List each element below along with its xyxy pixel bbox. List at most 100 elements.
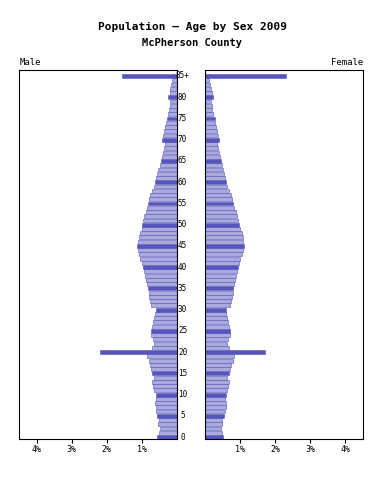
Bar [205, 363, 231, 367]
Bar [205, 431, 222, 435]
Text: 15: 15 [178, 369, 187, 378]
Bar [205, 321, 228, 324]
Bar [205, 214, 237, 218]
Bar [205, 99, 211, 103]
Bar [205, 295, 232, 299]
Bar [205, 409, 225, 413]
Bar [147, 206, 177, 210]
Bar [205, 151, 219, 155]
Bar [205, 108, 212, 112]
Bar [159, 431, 177, 435]
Bar [205, 125, 216, 129]
Bar [166, 142, 177, 146]
Bar [143, 218, 177, 222]
Bar [149, 197, 177, 201]
Bar [151, 367, 177, 371]
Bar [157, 172, 177, 176]
Text: 10: 10 [178, 390, 187, 399]
Bar [159, 422, 177, 426]
Bar [155, 312, 177, 316]
Bar [170, 104, 177, 108]
Bar [205, 180, 227, 184]
Bar [205, 121, 215, 125]
Bar [205, 138, 219, 142]
Bar [149, 359, 177, 362]
Bar [142, 227, 177, 231]
Bar [172, 78, 177, 82]
Bar [156, 406, 177, 409]
Bar [205, 202, 233, 205]
Bar [205, 299, 231, 303]
Bar [205, 155, 220, 158]
Bar [205, 414, 223, 418]
Bar [205, 274, 236, 277]
Bar [205, 223, 239, 227]
Bar [205, 104, 212, 108]
Bar [166, 121, 177, 125]
Bar [147, 282, 177, 286]
Bar [170, 87, 177, 91]
Bar [156, 397, 177, 401]
Bar [170, 91, 177, 95]
Bar [152, 380, 177, 384]
Bar [205, 261, 239, 265]
Bar [205, 87, 211, 91]
Bar [161, 159, 177, 163]
Bar [205, 342, 227, 346]
Text: McPherson County: McPherson County [142, 38, 242, 48]
Bar [205, 333, 230, 337]
Bar [205, 435, 223, 439]
Text: 20: 20 [178, 348, 187, 357]
Bar [205, 401, 227, 405]
Bar [205, 184, 227, 188]
Bar [149, 291, 177, 295]
Bar [205, 291, 233, 295]
Bar [205, 74, 286, 78]
Bar [205, 350, 265, 354]
Bar [205, 231, 242, 235]
Bar [205, 393, 226, 396]
Bar [154, 316, 177, 320]
Bar [205, 397, 225, 401]
Bar [205, 406, 226, 409]
Text: 55: 55 [178, 199, 187, 208]
Bar [205, 316, 227, 320]
Bar [146, 278, 177, 282]
Bar [205, 236, 243, 240]
Bar [147, 354, 177, 358]
Text: 80: 80 [178, 93, 187, 102]
Bar [155, 401, 177, 405]
Bar [205, 308, 226, 312]
Bar [205, 248, 243, 252]
Bar [205, 244, 244, 248]
Bar [142, 261, 177, 265]
Bar [205, 83, 210, 86]
Bar [205, 78, 209, 82]
Bar [205, 303, 230, 307]
Bar [156, 409, 177, 413]
Bar [137, 244, 177, 248]
Text: 45: 45 [178, 241, 187, 251]
Bar [205, 210, 235, 214]
Bar [205, 372, 229, 375]
Bar [205, 367, 230, 371]
Bar [205, 376, 227, 380]
Bar [205, 142, 217, 146]
Bar [152, 324, 177, 328]
Text: Population — Age by Sex 2009: Population — Age by Sex 2009 [98, 22, 286, 32]
Bar [152, 189, 177, 192]
Bar [205, 189, 229, 192]
Bar [205, 193, 231, 197]
Bar [205, 257, 240, 261]
Bar [151, 329, 177, 333]
Bar [205, 129, 217, 133]
Bar [142, 223, 177, 227]
Text: 35: 35 [178, 284, 187, 293]
Bar [170, 99, 177, 103]
Text: Male: Male [19, 58, 41, 67]
Bar [100, 350, 177, 354]
Bar [205, 359, 233, 362]
Bar [205, 112, 214, 116]
Bar [205, 324, 229, 328]
Bar [157, 435, 177, 439]
